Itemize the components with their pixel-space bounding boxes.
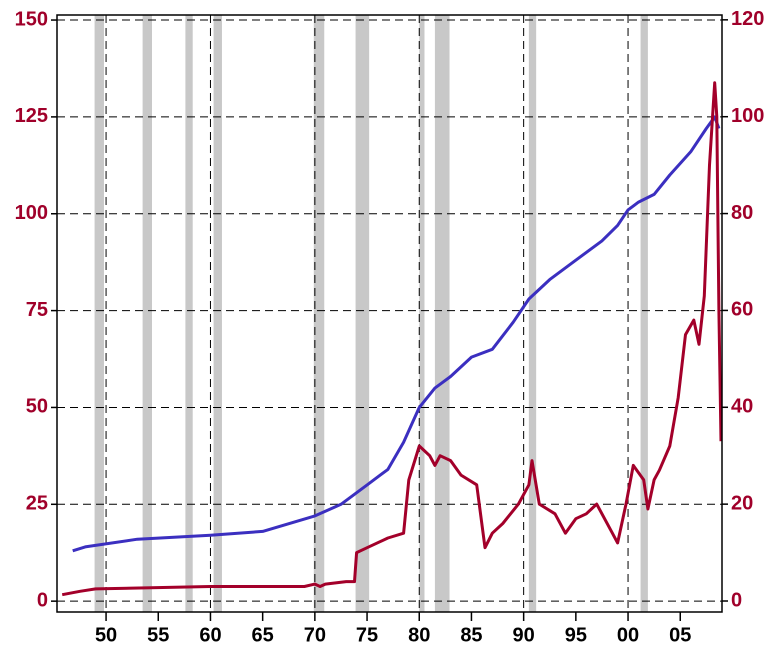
x-tick-label: 50 [95, 624, 117, 646]
x-tick-label: 55 [147, 624, 169, 646]
y-tick-label: 125 [15, 105, 48, 127]
y2-tick-label: 0 [731, 589, 742, 611]
y-tick-label: 100 [15, 202, 48, 224]
recession-band [94, 15, 104, 612]
x-tick-label: 65 [252, 624, 274, 646]
recession-band [528, 15, 537, 612]
x-tick-label: 80 [408, 624, 430, 646]
x-tick-label: 70 [304, 624, 326, 646]
y-tick-label: 150 [15, 8, 48, 30]
recession-band [640, 15, 648, 612]
y2-tick-label: 20 [731, 492, 753, 514]
recession-band [185, 15, 193, 612]
x-tick-label: 95 [565, 624, 587, 646]
y2-tick-label: 60 [731, 299, 753, 321]
x-tick-label: 60 [199, 624, 221, 646]
x-tick-label: 75 [356, 624, 378, 646]
recession-band [313, 15, 325, 612]
y2-tick-label: 40 [731, 396, 753, 418]
y2-tick-label: 80 [731, 202, 753, 224]
recession-band [213, 15, 222, 612]
y2-tick-label: 100 [731, 105, 764, 127]
plot-frame [56, 14, 723, 613]
y-tick-label: 75 [26, 299, 48, 321]
y-tick-label: 0 [37, 589, 48, 611]
data-line [61, 81, 723, 597]
x-tick-label: 05 [669, 624, 691, 646]
x-tick-label: 85 [460, 624, 482, 646]
data-line [72, 115, 721, 553]
x-tick-label: 00 [617, 624, 639, 646]
y-tick-label: 50 [26, 396, 48, 418]
x-tick-label: 90 [513, 624, 535, 646]
y-tick-label: 25 [26, 493, 48, 515]
recession-band [434, 15, 450, 612]
recession-band [355, 15, 370, 612]
recession-band [142, 15, 152, 612]
y2-tick-label: 120 [731, 8, 764, 30]
recession-band [419, 15, 425, 612]
